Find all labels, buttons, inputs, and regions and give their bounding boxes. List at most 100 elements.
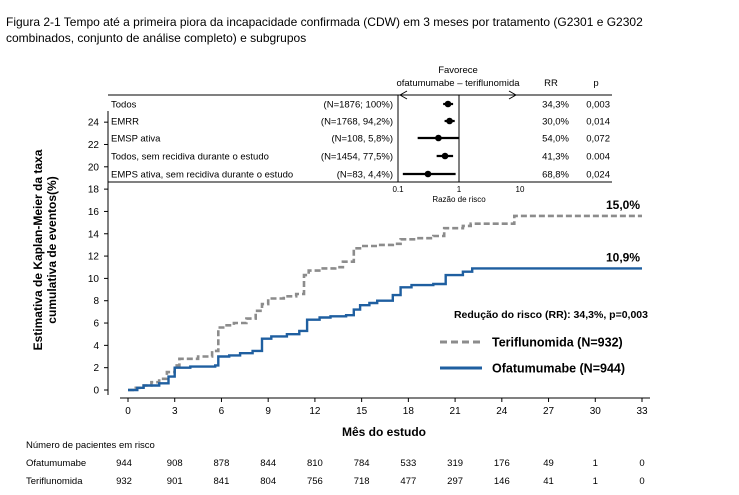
series-end-label: 10,9% xyxy=(606,250,640,264)
risk-table-header: Número de pacientes em risco xyxy=(26,440,155,451)
x-tick-label: 3 xyxy=(172,406,178,417)
y-tick-label: 20 xyxy=(88,162,100,173)
y-tick-label: 24 xyxy=(88,118,100,129)
forest-row-n: (N=1768, 94,2%) xyxy=(321,117,393,128)
x-tick-label: 33 xyxy=(636,406,648,417)
y-tick-label: 12 xyxy=(88,252,100,263)
risk-table-cell: 844 xyxy=(260,458,276,469)
risk-table-cell: 841 xyxy=(214,476,230,487)
risk-table-cell: 477 xyxy=(400,476,416,487)
risk-table-cell: 176 xyxy=(494,458,510,469)
y-axis-title-line-1: Estimativa de Kaplan-Meier da taxa xyxy=(31,149,45,350)
risk-table-cell: 784 xyxy=(354,458,370,469)
forest-row-n: (N=83, 4,4%) xyxy=(337,170,393,181)
forest-point-estimate xyxy=(435,134,442,142)
forest-row-p: 0.004 xyxy=(586,152,610,163)
series-end-label: 15,0% xyxy=(606,198,640,212)
y-axis-title: Estimativa de Kaplan-Meier da taxacumula… xyxy=(31,149,59,350)
y-tick-label: 6 xyxy=(93,319,99,330)
x-tick-label: 6 xyxy=(219,406,225,417)
x-tick-label: 24 xyxy=(496,406,508,417)
forest-point-estimate xyxy=(424,170,432,178)
risk-table-cell: 0 xyxy=(639,476,644,487)
risk-table-cell: 756 xyxy=(307,476,323,487)
legend-entry: Ofatumumabe (N=944) xyxy=(492,362,625,376)
forest-tick-label: 0.1 xyxy=(392,185,404,194)
x-tick-label: 21 xyxy=(450,406,462,417)
x-tick-label: 0 xyxy=(125,406,131,417)
figure-title-line-1: Figura 2-1 Tempo até a primeira piora da… xyxy=(6,15,643,29)
km-series-lines: 15,0% 10,9% Redução do risco (RR): 34,3%, … xyxy=(128,198,648,392)
forest-axis-title: Razão de risco xyxy=(432,195,486,204)
forest-row-label: Todos, sem recidiva durante o estudo xyxy=(111,152,269,163)
risk-table-cell: 297 xyxy=(447,476,463,487)
y-tick-label: 0 xyxy=(93,386,99,397)
forest-point-estimate xyxy=(441,152,449,160)
forest-header-line-2: ofatumumabe – teriflunomida xyxy=(396,78,520,89)
forest-row-rr: 34,3% xyxy=(542,100,569,111)
risk-table-cell: 533 xyxy=(400,458,416,469)
forest-row-rr: 41,3% xyxy=(542,152,569,163)
forest-row-n: (N=1454, 77,5%) xyxy=(321,152,393,163)
forest-arrow-right xyxy=(508,90,517,100)
forest-col-rr: RR xyxy=(544,78,558,89)
forest-header-line-1: Favorece xyxy=(438,65,478,76)
risk-table-cell: 49 xyxy=(543,458,554,469)
risk-table-cell: 718 xyxy=(354,476,370,487)
y-axis-title-line-2: cumulativa de eventos(%) xyxy=(45,176,59,323)
forest-row-n: (N=1876; 100%) xyxy=(324,100,393,111)
forest-row-p: 0,014 xyxy=(586,117,610,128)
risk-table-cell: 810 xyxy=(307,458,323,469)
y-tick-label: 10 xyxy=(88,274,100,285)
y-tick-label: 16 xyxy=(88,207,100,218)
risk-table-cell: 41 xyxy=(543,476,554,487)
forest-row-label: Todos xyxy=(111,100,137,111)
risk-table-cell: 944 xyxy=(116,458,132,469)
y-tick-label: 2 xyxy=(93,363,99,374)
forest-point-estimate xyxy=(446,117,453,125)
risk-table-cell: 932 xyxy=(116,476,132,487)
x-tick-label: 15 xyxy=(356,406,368,417)
risk-table-cell: 1 xyxy=(593,476,598,487)
figure-title: Figura 2-1 Tempo até a primeira piora da… xyxy=(6,14,734,46)
x-tick-label: 27 xyxy=(543,406,555,417)
forest-col-p: p xyxy=(593,78,598,89)
risk-table-row-label: Ofatumumabe xyxy=(26,458,86,469)
risk-table-row-label: Teriflunomida xyxy=(26,476,83,487)
forest-row-rr: 54,0% xyxy=(542,134,569,145)
forest-row-rr: 30,0% xyxy=(542,117,569,128)
forest-row-rr: 68,8% xyxy=(542,170,569,181)
risk-table-cell: 804 xyxy=(260,476,276,487)
y-tick-label: 22 xyxy=(88,140,100,151)
legend-entry: Teriflunomida (N=932) xyxy=(492,336,623,350)
y-tick-label: 18 xyxy=(88,185,100,196)
forest-row-label: EMRR xyxy=(111,117,139,128)
forest-point-estimate xyxy=(444,100,452,108)
y-tick-label: 14 xyxy=(88,229,100,240)
x-axis-title: Mês do estudo xyxy=(342,425,426,439)
forest-row-label: EMPS ativa, sem recidiva durante o estud… xyxy=(111,170,293,181)
risk-table-cell: 908 xyxy=(167,458,183,469)
risk-table-cell: 146 xyxy=(494,476,510,487)
forest-row-p: 0,024 xyxy=(586,170,610,181)
x-tick-label: 9 xyxy=(265,406,271,417)
x-tick-label: 18 xyxy=(403,406,415,417)
forest-row-label: EMSP ativa xyxy=(111,134,161,145)
forest-row-n: (N=108, 5,8%) xyxy=(331,134,393,145)
y-tick-label: 8 xyxy=(93,296,99,307)
legend: Teriflunomida (N=932) Ofatumumabe (N=944) xyxy=(440,336,625,376)
risk-table-cell: 878 xyxy=(214,458,230,469)
x-tick-label: 30 xyxy=(590,406,602,417)
forest-row-p: 0,072 xyxy=(586,134,610,145)
y-tick-label: 4 xyxy=(93,341,99,352)
forest-row-p: 0,003 xyxy=(586,100,610,111)
km-axes: 0 3 6 9 12 15 18 21 24 27 30 3302468101214161820222… xyxy=(31,111,650,439)
forest-tick-label: 1 xyxy=(457,185,462,194)
risk-reduction-annotation: Redução do risco (RR): 34,3%, p=0,003 xyxy=(454,309,648,321)
risk-table-cell: 319 xyxy=(447,458,463,469)
forest-tick-label: 10 xyxy=(516,185,525,194)
forest-arrow-left xyxy=(399,90,456,100)
x-tick-label: 12 xyxy=(309,406,321,417)
risk-table-cell: 901 xyxy=(167,476,183,487)
